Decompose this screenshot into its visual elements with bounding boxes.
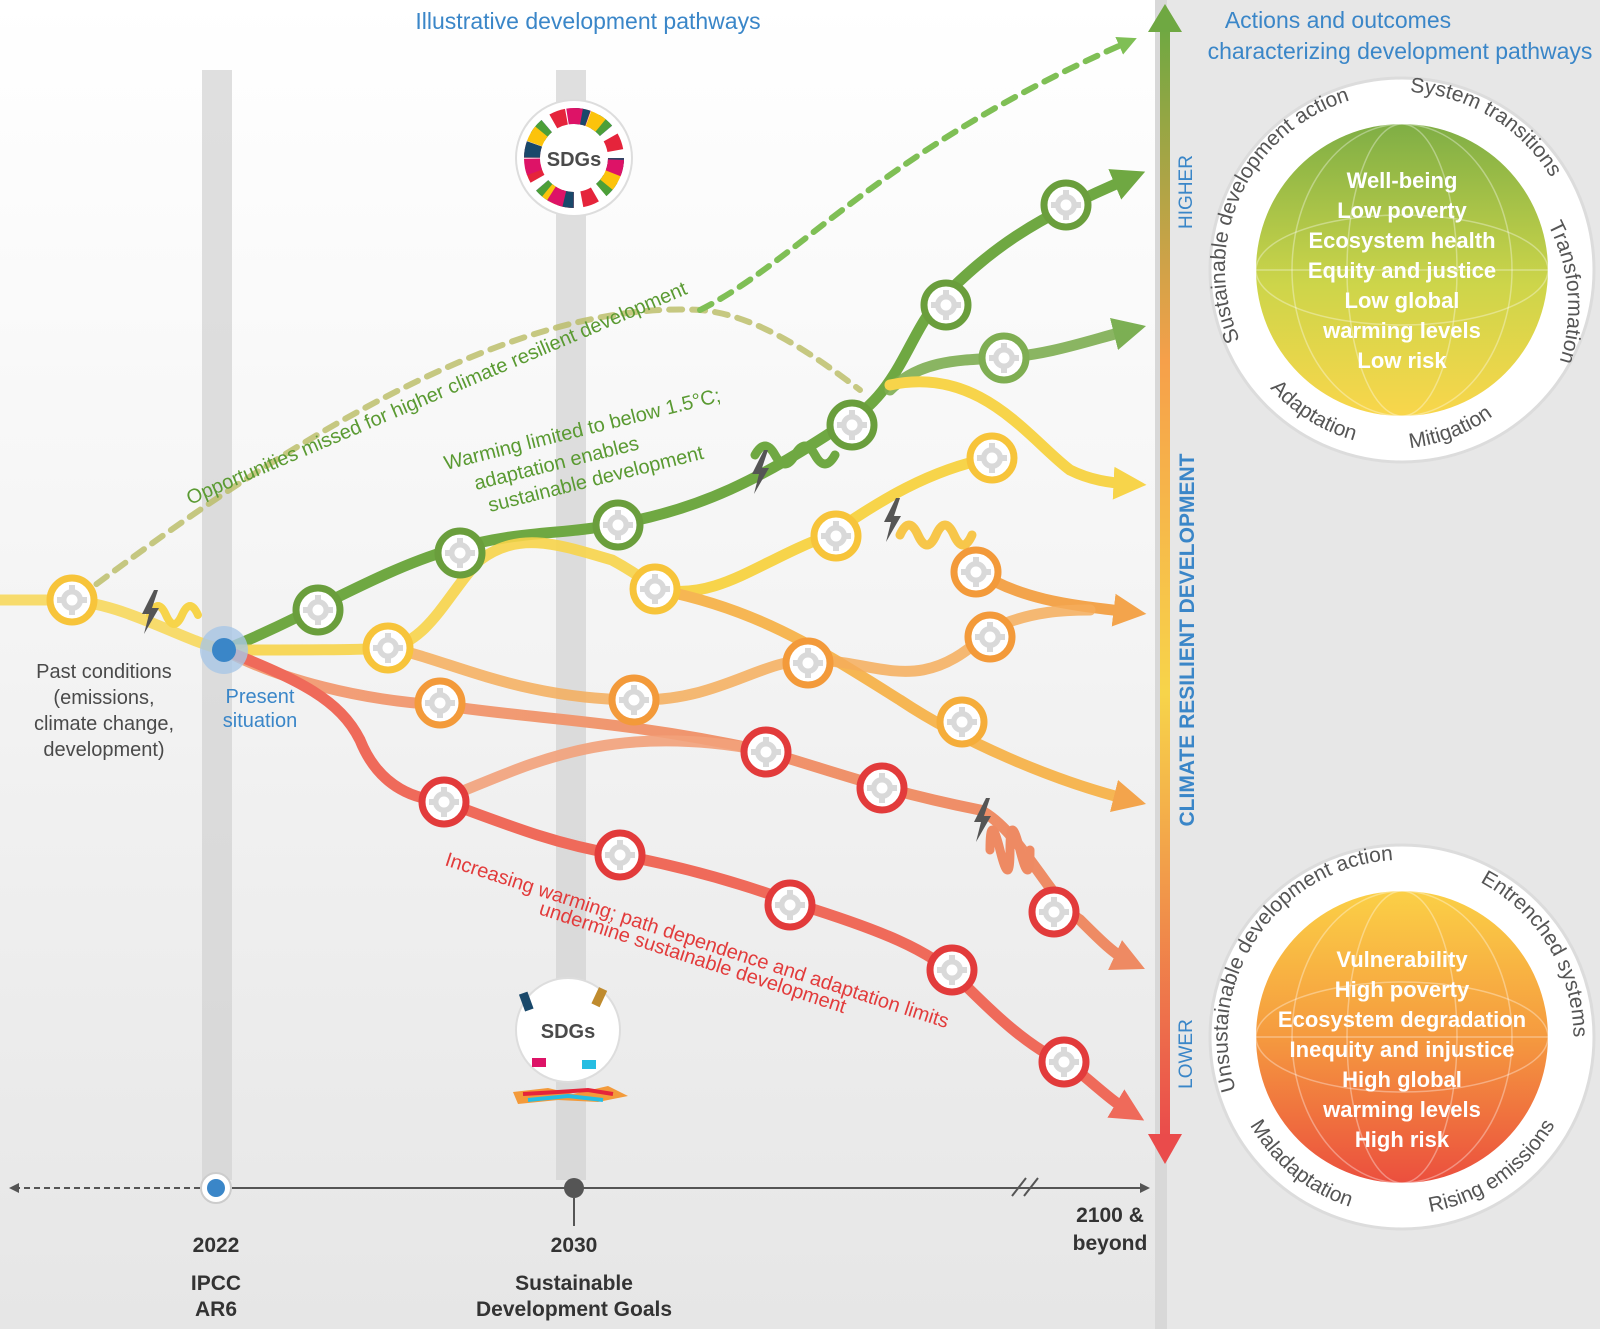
opportunities-missed-path xyxy=(75,306,863,601)
present-situation-line2: situation xyxy=(223,710,298,732)
gear-icon xyxy=(1040,1038,1088,1086)
gear-icon xyxy=(742,728,790,776)
past-wave-shock xyxy=(146,602,202,628)
upper-outcome: Low poverty xyxy=(1337,198,1467,223)
lightning-icon xyxy=(884,498,901,542)
gear-icon xyxy=(436,529,484,577)
year-2022-band xyxy=(202,70,232,1180)
axis-arrow-down-icon xyxy=(1148,1134,1182,1164)
right-title-line1: Actions and outcomes xyxy=(1225,7,1451,33)
gear-icon xyxy=(980,334,1028,382)
gear-icon xyxy=(631,565,679,613)
lightning-icon xyxy=(142,590,159,634)
timeline-break xyxy=(1023,1177,1039,1197)
sdg-goals-line1: Sustainable xyxy=(515,1272,633,1295)
sdg-label: SDGs xyxy=(541,1021,595,1043)
gear-icon xyxy=(1030,888,1078,936)
lower-outcome: Vulnerability xyxy=(1336,947,1468,972)
past-conditions-line4: development) xyxy=(43,739,164,761)
upper-outcome: Equity and justice xyxy=(1308,258,1496,283)
gear-icon xyxy=(48,576,96,624)
lower-outcome: High global xyxy=(1342,1067,1462,1092)
gear-icon xyxy=(784,639,832,687)
green-wave-shock xyxy=(750,441,840,469)
gear-icon xyxy=(858,764,906,812)
yellow-wave-shock xyxy=(895,520,977,550)
axis-arrow-up-icon xyxy=(1148,4,1182,32)
lightning-icon xyxy=(752,450,769,494)
gear-icon xyxy=(828,401,876,449)
green-path-high xyxy=(218,169,1146,656)
sdg-goals-line2: Development Goals xyxy=(476,1298,672,1321)
lower-outcome: Ecosystem degradation xyxy=(1278,1007,1526,1032)
right-title-line2: characterizing development pathways xyxy=(1208,38,1593,64)
year-2022-label: 2022 xyxy=(193,1234,240,1257)
upper-outcome: Low global xyxy=(1345,288,1460,313)
gear-icon xyxy=(922,281,970,329)
yellow-orange-path-low xyxy=(654,584,1147,813)
gear-icon xyxy=(1042,181,1090,229)
gear-icon xyxy=(812,512,860,560)
upper-outcome-circle: Sustainable development action System tr… xyxy=(1207,74,1596,464)
gear-icon xyxy=(966,613,1014,661)
climate-resilient-axis xyxy=(1160,28,1170,1138)
lower-outcome: High risk xyxy=(1355,1127,1450,1152)
axis-label: CLIMATE RESILIENT DEVELOPMENT xyxy=(1176,453,1199,826)
gear-icon xyxy=(364,624,412,672)
upper-outcome: Low risk xyxy=(1357,348,1447,373)
gear-icon xyxy=(766,881,814,929)
yellow-path-top xyxy=(884,376,1147,500)
sdg-label: SDGs xyxy=(547,149,601,171)
timeline-break xyxy=(1011,1177,1027,1197)
past-conditions-line3: climate change, xyxy=(34,713,174,735)
gear-icon xyxy=(610,676,658,724)
left-title: Illustrative development pathways xyxy=(415,8,760,34)
timeline-2022-dot xyxy=(207,1179,225,1197)
axis-higher-label: HIGHER xyxy=(1176,155,1197,229)
ar6-label: AR6 xyxy=(195,1298,237,1321)
gear-icon xyxy=(594,501,642,549)
upper-outcome: Well-being xyxy=(1347,168,1458,193)
year-2100-line2: beyond xyxy=(1073,1232,1148,1255)
past-conditions-line1: Past conditions xyxy=(36,661,172,683)
present-situation-dot xyxy=(212,638,236,662)
past-conditions-line2: (emissions, xyxy=(53,687,154,709)
gear-icon xyxy=(596,831,644,879)
red-wave-shock xyxy=(985,825,1035,875)
lower-outcome: Inequity and injustice xyxy=(1290,1037,1515,1062)
shock-icons xyxy=(142,450,991,842)
axis-lower-label: LOWER xyxy=(1176,1019,1197,1089)
gear-icon xyxy=(968,434,1016,482)
upper-outcome: Ecosystem health xyxy=(1308,228,1495,253)
upper-outcome: warming levels xyxy=(1322,318,1481,343)
sdg-wheel-broken: SDGs xyxy=(513,977,628,1104)
timeline-2030-dot xyxy=(564,1178,584,1198)
gear-icon xyxy=(420,778,468,826)
sdg-wheel-full: SDGs xyxy=(515,99,633,217)
gear-icon xyxy=(416,679,464,727)
highest-dashed-path xyxy=(697,37,1137,313)
present-situation-line1: Present xyxy=(226,686,295,708)
year-2100-line1: 2100 & xyxy=(1076,1204,1144,1227)
year-2030-label: 2030 xyxy=(551,1234,598,1257)
gear-icon xyxy=(952,548,1000,596)
gear-icon xyxy=(928,946,976,994)
gear-icon xyxy=(938,698,986,746)
gear-icon xyxy=(294,586,342,634)
red-orange-link xyxy=(434,735,766,806)
lower-outcome: High poverty xyxy=(1335,977,1470,1002)
lower-outcome: warming levels xyxy=(1322,1097,1481,1122)
lightning-icon xyxy=(974,798,991,842)
lower-outcome-circle: Unsustainable development action Entrenc… xyxy=(1208,842,1596,1231)
red-path-low xyxy=(218,644,1145,1121)
ipcc-label: IPCC xyxy=(191,1272,241,1295)
